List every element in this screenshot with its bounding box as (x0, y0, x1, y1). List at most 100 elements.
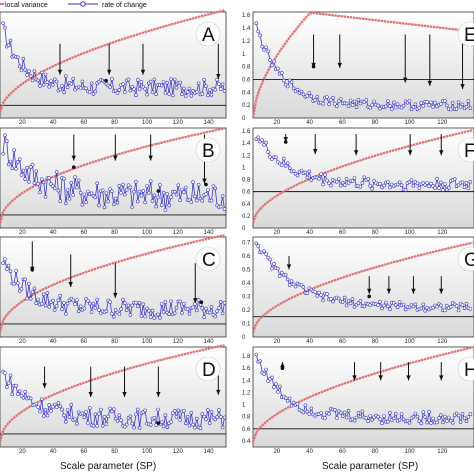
roc-point (411, 304, 416, 309)
roc-point (128, 185, 133, 190)
panel-letter-badge (195, 356, 221, 382)
roc-point (159, 83, 164, 88)
roc-point (163, 300, 168, 304)
roc-point (413, 102, 418, 107)
roc-point (411, 183, 416, 188)
roc-point (399, 183, 404, 187)
roc-point (222, 300, 227, 305)
roc-point (69, 82, 74, 86)
roc-point (102, 415, 107, 419)
roc-point (104, 422, 109, 426)
roc-point (342, 410, 347, 415)
roc-point (195, 308, 199, 313)
roc-point (423, 415, 428, 419)
scale-arrow-head (439, 375, 444, 381)
y-tick-label: 1.6 (242, 366, 251, 372)
roc-point (254, 352, 259, 357)
roc-point (41, 180, 46, 185)
roc-point (176, 408, 181, 413)
roc-point (139, 80, 144, 84)
roc-point (161, 191, 166, 195)
scale-arrow-head (30, 266, 35, 272)
roc-point (372, 179, 376, 183)
roc-point (1, 261, 5, 266)
x-tick-label: 120 (437, 120, 448, 126)
roc-point (128, 88, 133, 93)
roc-point (58, 293, 63, 298)
roc-point (54, 304, 59, 308)
roc-point (209, 198, 214, 203)
x-tick-label: 20 (274, 120, 281, 126)
roc-point (137, 87, 142, 91)
scale-arrow-head (386, 288, 392, 294)
y-tick-label: 0.3 (242, 294, 251, 300)
scale-arrow-head (216, 389, 221, 395)
roc-point (64, 419, 68, 424)
roc-point (76, 178, 81, 183)
roc-point (425, 181, 430, 185)
roc-point (360, 409, 365, 414)
roc-point (6, 381, 11, 385)
roc-point (132, 87, 136, 91)
roc-point (217, 306, 221, 310)
roc-point (126, 183, 131, 187)
roc-point (464, 105, 469, 109)
roc-point (71, 298, 75, 303)
panel-letter-badge (195, 21, 221, 47)
roc-point (23, 277, 28, 282)
roc-point (56, 298, 61, 303)
roc-point (172, 409, 177, 413)
y-tick-label: 0 (242, 226, 246, 232)
roc-point (58, 87, 63, 92)
roc-point (358, 298, 363, 303)
roc-point (206, 408, 210, 412)
roc-point (39, 397, 44, 401)
roc-point (104, 191, 109, 195)
roc-point (150, 308, 155, 313)
roc-point (178, 418, 182, 422)
roc-point (15, 160, 20, 164)
roc-point (143, 408, 147, 413)
roc-point (158, 183, 162, 187)
roc-point (143, 200, 147, 205)
roc-point (289, 279, 294, 283)
scale-arrow-head (148, 155, 153, 161)
roc-point (462, 306, 467, 311)
roc-point (165, 425, 170, 430)
roc-point (80, 202, 85, 207)
roc-point (352, 176, 357, 180)
roc-point (152, 77, 157, 82)
roc-point (25, 165, 29, 170)
roc-point (464, 301, 469, 306)
roc-point (8, 159, 13, 164)
roc-point (147, 308, 151, 313)
roc-point (262, 372, 266, 376)
roc-point (132, 190, 136, 194)
roc-point (441, 188, 445, 192)
roc-point (285, 161, 290, 165)
x-tick-label: 20 (274, 449, 281, 455)
y-tick-label: 1.2 (242, 153, 251, 159)
roc-point (165, 80, 170, 85)
roc-point (301, 410, 306, 415)
scale-arrow-head (216, 73, 221, 79)
roc-point (354, 415, 359, 420)
roc-point (217, 408, 221, 412)
roc-point (156, 312, 160, 317)
roc-point (295, 87, 300, 92)
roc-point (344, 101, 349, 106)
roc-point (128, 313, 133, 317)
scale-arrow-head (311, 62, 316, 68)
x-tick-label: 20 (19, 120, 26, 126)
panel-c: 20 40 60 80 100 120 140 C (0, 234, 227, 345)
roc-point (143, 87, 147, 91)
roc-point (51, 298, 55, 303)
y-tick-label: 1.2 (242, 39, 251, 45)
legend-label-roc: rate of change (102, 2, 147, 9)
roc-point (34, 401, 39, 406)
roc-point (299, 89, 304, 94)
y-tick-label: 0.8 (242, 415, 251, 421)
roc-point (291, 400, 296, 405)
